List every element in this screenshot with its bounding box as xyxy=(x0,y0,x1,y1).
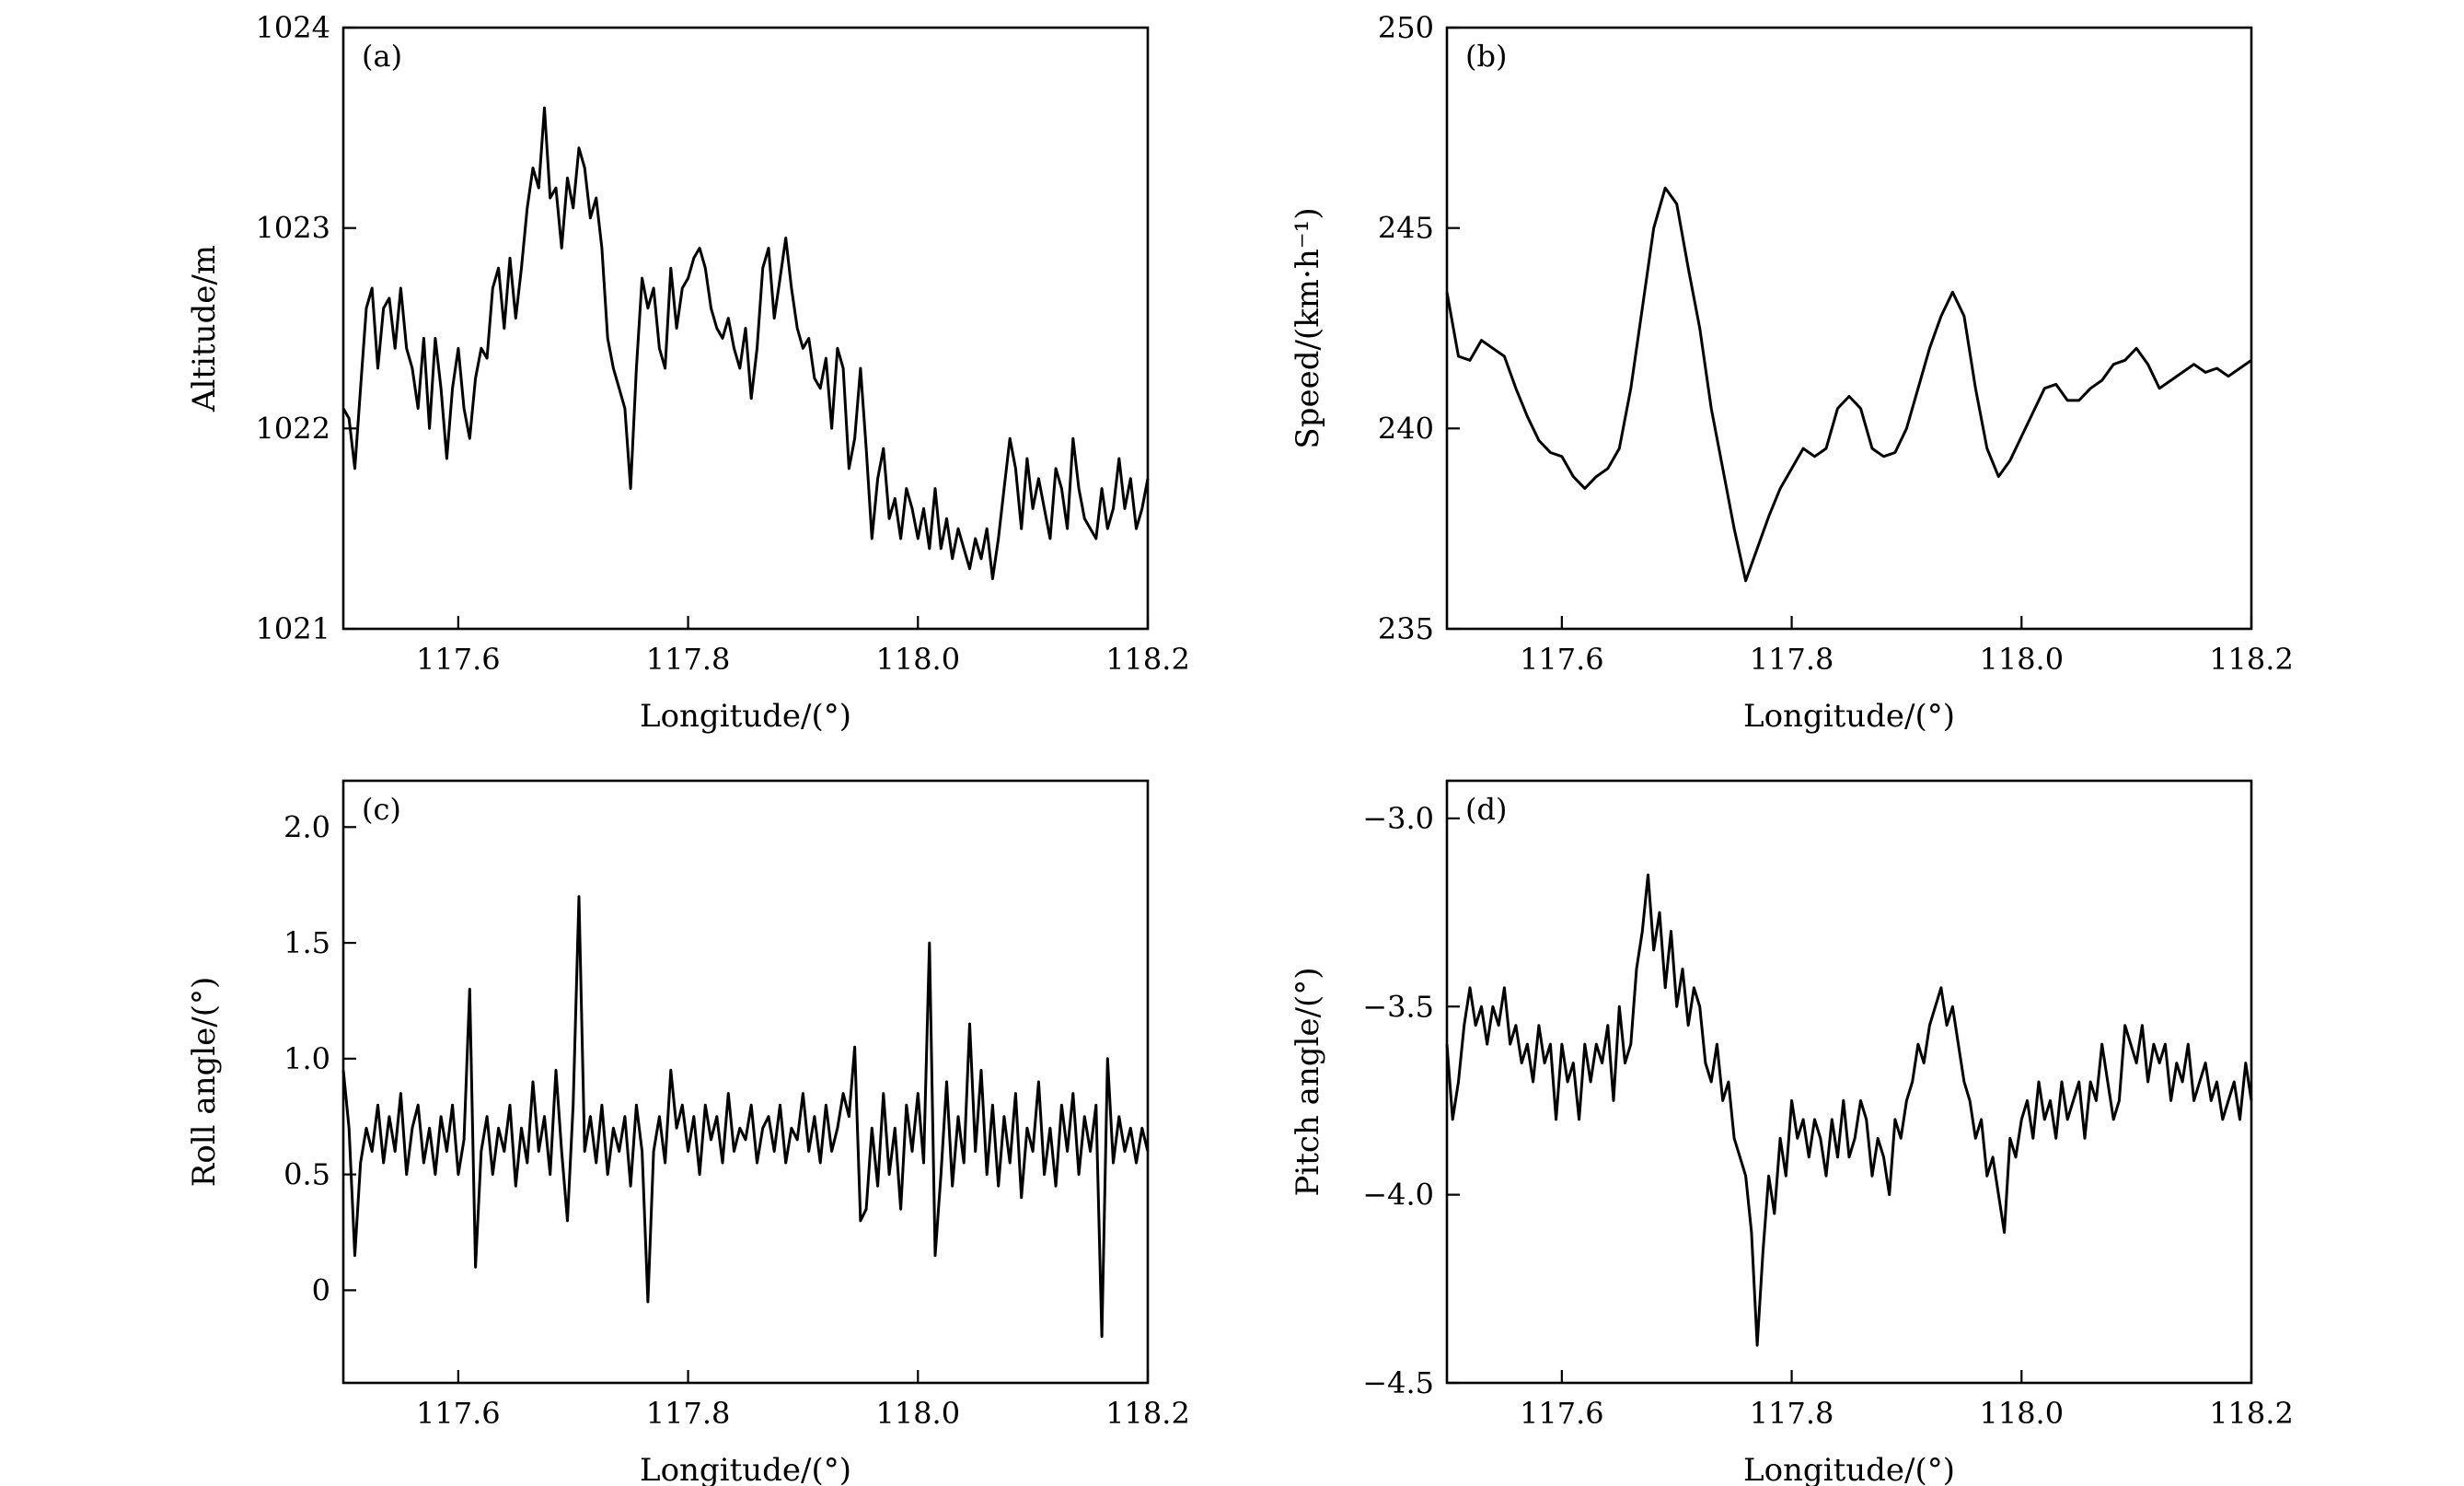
y-tick-label: 235 xyxy=(1378,611,1434,646)
x-tick-label: 117.6 xyxy=(1520,1396,1604,1431)
x-tick-label: 118.2 xyxy=(2209,1396,2294,1431)
panel-a: 117.6 117.8 118.0 118.2 1021 1022 1023 1024 (a) L… xyxy=(186,10,1190,735)
y-tick-label: −4.0 xyxy=(1362,1178,1434,1213)
panel-c: 117.6 117.8 118.0 118.2 0 0.5 1.0 1.5 2.0 (c) Long… xyxy=(186,779,1190,1486)
plot-frame xyxy=(341,779,1150,1385)
y-tick-label: 1024 xyxy=(256,10,330,45)
x-tick-label: 118.0 xyxy=(875,1396,960,1431)
panel-label: (c) xyxy=(362,792,401,827)
series-line xyxy=(341,106,1150,581)
series-line xyxy=(1445,873,2253,1347)
y-tick-label: 1021 xyxy=(256,611,330,646)
panel-label: (b) xyxy=(1465,39,1507,74)
y-tick-label: 1023 xyxy=(256,211,330,246)
panel-label: (d) xyxy=(1465,792,1507,827)
plot-frame xyxy=(1445,779,2253,1385)
x-tick-label: 117.6 xyxy=(416,1396,501,1431)
x-axis-label: Longitude/(°) xyxy=(1743,698,1955,735)
x-tick-label: 118.0 xyxy=(875,642,960,677)
x-axis-label: Longitude/(°) xyxy=(640,1452,851,1486)
y-tick-label: 1.0 xyxy=(283,1041,330,1076)
x-tick-label: 118.0 xyxy=(1979,1396,2064,1431)
y-tick-label: −3.5 xyxy=(1362,989,1434,1024)
series-line xyxy=(341,895,1150,1339)
x-tick-label: 117.8 xyxy=(646,1396,731,1431)
y-tick-label: −4.5 xyxy=(1362,1365,1434,1400)
y-tick-label: 0 xyxy=(312,1272,330,1307)
x-tick-label: 117.8 xyxy=(1750,1396,1834,1431)
panel-label: (a) xyxy=(362,39,402,74)
x-tick-label: 117.6 xyxy=(1520,642,1604,677)
y-tick-label: 0.5 xyxy=(283,1157,330,1192)
x-axis-label: Longitude/(°) xyxy=(640,698,851,735)
panel-d: 117.6 117.8 118.0 118.2 −4.5 −4.0 −3.5 −3.0 (d) L… xyxy=(1290,779,2294,1486)
x-tick-label: 118.2 xyxy=(1105,1396,1190,1431)
y-tick-label: −3.0 xyxy=(1362,801,1434,836)
plot-frame xyxy=(341,26,1150,631)
series-line xyxy=(1445,186,2252,583)
plot-frame xyxy=(1445,26,2253,631)
x-tick-label: 118.0 xyxy=(1979,642,2064,677)
x-tick-label: 118.2 xyxy=(1105,642,1190,677)
panel-b: 117.6 117.8 118.0 118.2 235 240 245 250 (b) Longi… xyxy=(1290,10,2294,735)
y-axis-label: Speed/(km·h⁻¹) xyxy=(1290,207,1326,448)
y-axis-label: Altitude/m xyxy=(186,245,223,412)
y-tick-label: 245 xyxy=(1378,211,1434,246)
x-axis-label: Longitude/(°) xyxy=(1743,1452,1955,1486)
x-tick-label: 117.8 xyxy=(1750,642,1834,677)
y-tick-label: 2.0 xyxy=(283,809,330,844)
x-tick-label: 117.6 xyxy=(416,642,501,677)
y-tick-label: 240 xyxy=(1378,411,1434,446)
y-axis-label: Roll angle/(°) xyxy=(186,977,223,1188)
y-axis-label: Pitch angle/(°) xyxy=(1290,967,1326,1196)
y-tick-label: 250 xyxy=(1378,10,1434,45)
x-tick-label: 118.2 xyxy=(2209,642,2294,677)
y-tick-label: 1.5 xyxy=(283,925,330,960)
x-tick-label: 117.8 xyxy=(646,642,731,677)
y-tick-label: 1022 xyxy=(256,411,330,446)
